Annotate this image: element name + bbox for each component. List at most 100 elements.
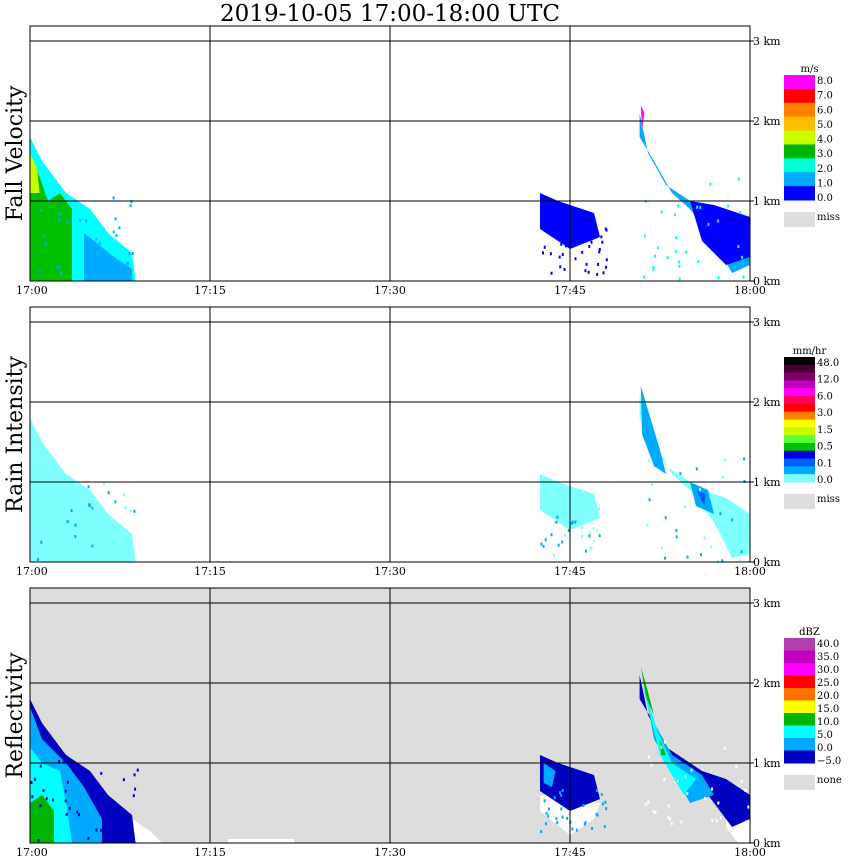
echo-speckle — [598, 250, 601, 254]
echo-speckle — [89, 272, 92, 276]
echo-speckle — [134, 787, 137, 791]
echo-speckle — [544, 228, 547, 232]
colorbar-swatch — [784, 172, 815, 187]
echo-speckle — [699, 488, 702, 492]
echo-speckle — [560, 807, 563, 811]
echo-region — [639, 675, 750, 827]
echo-speckle — [589, 532, 592, 536]
colorbar-swatch — [784, 419, 815, 428]
plot-frame — [29, 306, 751, 563]
echo-speckle — [686, 791, 689, 795]
echo-speckle — [555, 520, 558, 524]
echo-speckle — [591, 826, 594, 830]
echo-speckle — [678, 264, 681, 268]
x-tick-label: 17:15 — [194, 846, 226, 859]
echo-speckle — [570, 517, 573, 521]
echo-speckles — [39, 177, 745, 281]
colorbar-label: 0.0 — [817, 475, 833, 486]
echo-speckle — [597, 507, 600, 511]
y-tick-label: 1 km — [753, 195, 781, 208]
echo-speckle — [717, 559, 720, 563]
x-tick-label: 17:30 — [374, 565, 406, 578]
colorbar-swatch — [784, 88, 815, 104]
echo-speckle — [91, 506, 94, 510]
echo-speckle — [127, 261, 130, 265]
echo-speckle — [64, 789, 67, 793]
echo-speckle — [108, 253, 111, 257]
colorbar-swatch — [784, 186, 815, 201]
x-tick-label: 18:00 — [734, 565, 766, 578]
echo-speckle — [598, 247, 601, 251]
echo-speckle — [584, 549, 587, 553]
echo-speckle — [697, 260, 700, 264]
colorbar-missing-swatch — [784, 494, 815, 509]
echo-speckle — [95, 828, 98, 832]
echo-speckle — [709, 496, 712, 500]
echo-speckle — [129, 509, 132, 513]
echo-speckle — [65, 812, 68, 816]
echo-speckle — [547, 814, 550, 818]
echo-speckle — [703, 797, 706, 801]
echo-speckle — [566, 816, 569, 820]
echo-speckle — [99, 556, 102, 560]
echo-speckle — [31, 795, 34, 799]
echo-speckle — [78, 813, 81, 817]
panel-fall-velocity: Fall Velocity 17:00 17:15 17:30 17:45 18:000 … — [3, 25, 840, 297]
echo-speckle — [707, 222, 710, 226]
echo-region — [30, 153, 72, 281]
echo-speckle — [717, 219, 720, 223]
echo-speckle — [66, 220, 69, 224]
echo-speckle — [557, 543, 560, 547]
echo-speckle — [664, 556, 667, 560]
echo-speckle — [560, 793, 563, 797]
echo-speckle — [115, 234, 118, 238]
echo-speckle — [553, 796, 556, 800]
echo-speckle — [742, 275, 745, 279]
echo-speckle — [660, 546, 663, 550]
echo-speckle — [719, 816, 722, 820]
echo-speckle — [91, 544, 94, 548]
echo-speckle — [737, 177, 740, 181]
echo-speckle — [570, 521, 573, 525]
colorbar-label: 0.0 — [817, 193, 833, 204]
echo-speckle — [654, 811, 657, 815]
echo-speckle — [588, 546, 591, 550]
y-tick-label: 1 km — [753, 757, 781, 770]
echo-speckle — [575, 828, 578, 832]
colorbar-label: 35.0 — [817, 652, 839, 663]
echo-speckle — [605, 228, 608, 232]
echo-region — [642, 675, 714, 803]
colorbar-label: −5.0 — [817, 756, 841, 767]
echo-speckle — [703, 536, 706, 540]
x-tick-label: 17:00 — [16, 846, 48, 859]
echo-speckle — [558, 518, 561, 522]
echo-speckle — [40, 540, 43, 544]
echo-speckle — [571, 827, 574, 831]
echo-speckle — [643, 275, 646, 279]
colorbar-label: 15.0 — [817, 704, 839, 715]
colorbar-swatch — [784, 700, 815, 714]
echo-speckle — [37, 838, 40, 842]
echo-speckle — [118, 226, 121, 230]
echo-speckle — [740, 550, 743, 554]
echo-speckle — [590, 547, 593, 551]
echo-speckle — [648, 498, 651, 502]
echo-speckle — [136, 768, 139, 772]
panel-reflectivity: Reflectivity 17:00 17:15 17:30 17:45 18:000 k… — [3, 587, 842, 859]
colorbar-swatch — [784, 427, 815, 436]
echo-speckle — [540, 830, 543, 834]
echo-speckle — [675, 528, 678, 532]
echo-speckle — [542, 544, 545, 548]
echo-speckle — [666, 256, 669, 260]
echo-speckle — [650, 763, 653, 767]
echo-speckle — [747, 805, 750, 809]
echo-speckle — [58, 760, 61, 764]
echo-speckle — [58, 266, 61, 270]
echo-speckle — [585, 262, 588, 266]
plot-frame — [29, 25, 751, 282]
colorbar-swatch — [784, 450, 815, 460]
echo-speckle — [74, 491, 77, 495]
echo-speckle — [33, 479, 36, 483]
echo-speckle — [684, 505, 687, 509]
